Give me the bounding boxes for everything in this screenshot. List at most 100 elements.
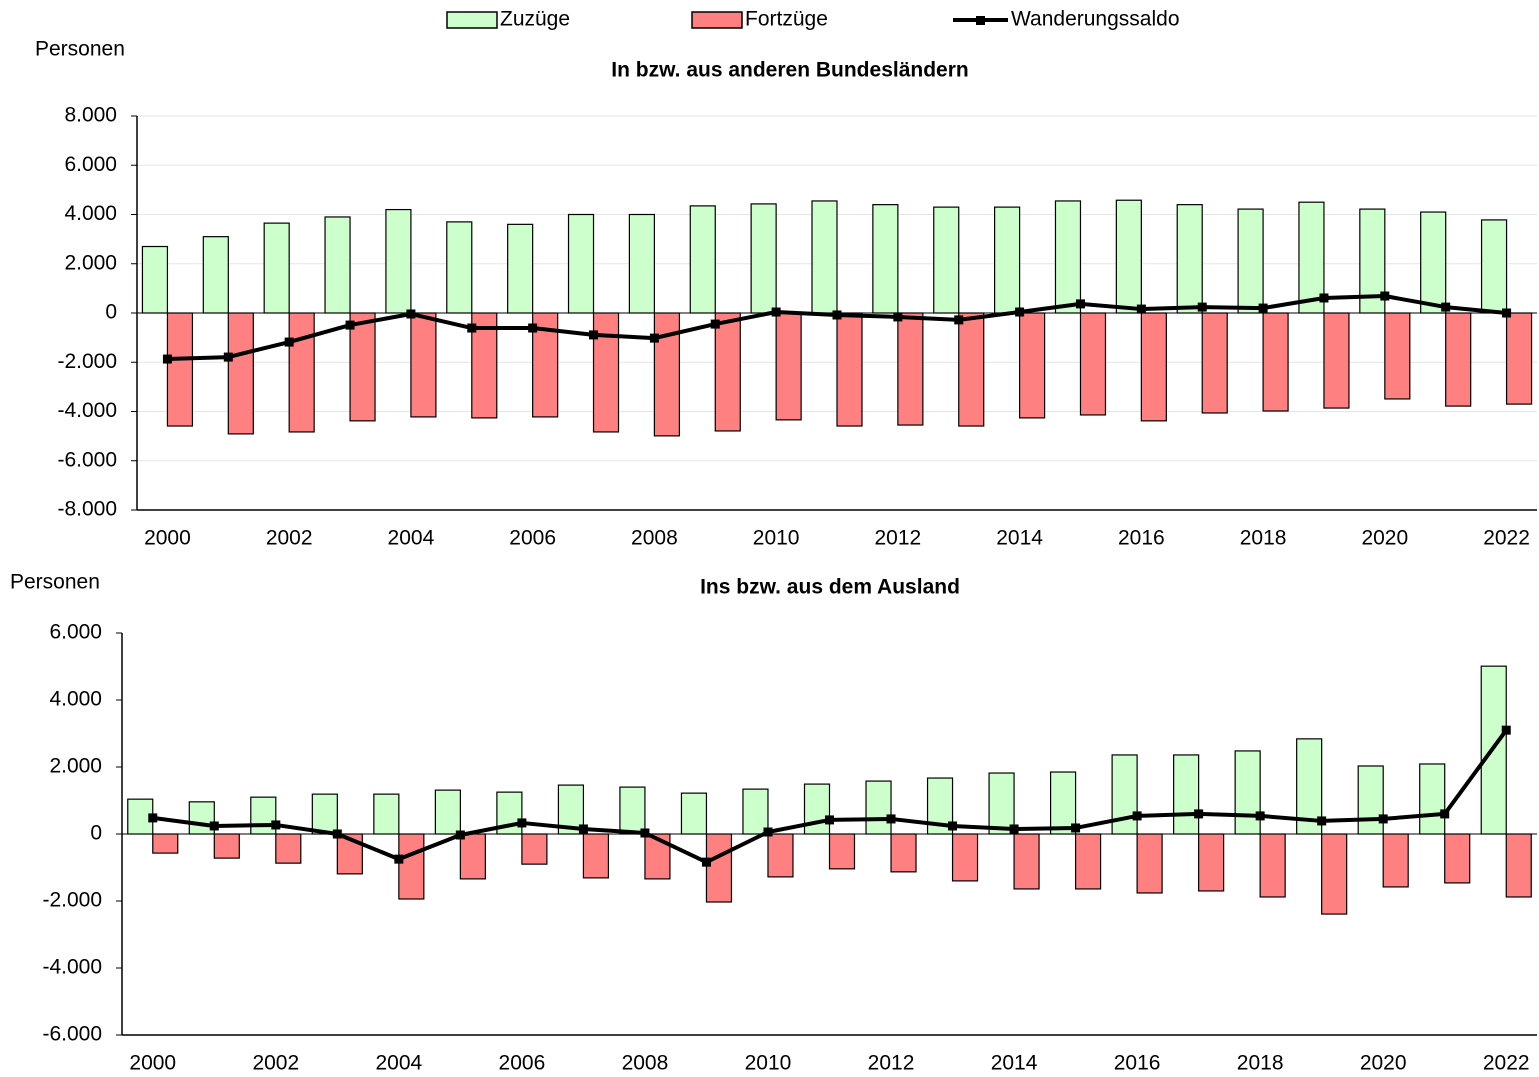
line-marker [284,337,294,347]
bar [373,793,400,835]
y-tick-label: 2.000 [49,755,102,778]
legend-label: Wanderungssaldo [1011,8,1180,31]
line-marker [271,820,281,830]
x-tick-label: 2002 [266,527,313,550]
bar [958,312,985,427]
bar [1505,312,1533,405]
bar [398,833,425,900]
line-marker [332,829,342,839]
bar [1013,833,1040,890]
line-marker [517,818,527,828]
bar [811,200,838,314]
y-tick-label: 6.000 [64,153,117,176]
bar [689,205,716,314]
bar [828,833,856,870]
line-marker [893,312,903,322]
line-marker [649,333,659,343]
line-marker [455,830,465,840]
bar [865,780,892,835]
line-marker [948,821,958,831]
legend-marker [976,16,985,25]
line-marker [1075,299,1085,309]
bar [1140,312,1167,422]
bar [767,833,794,878]
bar [213,833,240,859]
x-tick-label: 2020 [1360,1052,1407,1075]
bar [1259,833,1286,898]
line-marker [701,857,711,867]
bar [311,793,338,835]
chart-title: In bzw. aus anderen Bundesländern [611,59,968,82]
bar [994,206,1021,314]
x-tick-label: 2006 [499,1052,546,1075]
y-tick-label: -8.000 [57,498,117,521]
bar [628,213,655,314]
line-marker [1440,809,1450,819]
line-marker [148,813,158,823]
bar [836,312,863,427]
bar [567,213,595,314]
bar [714,312,741,432]
bar [521,833,548,865]
line-marker [640,828,650,838]
line-marker [1071,823,1081,833]
bar [582,833,610,879]
x-tick-label: 2000 [144,527,191,550]
bar [1382,833,1409,888]
line-marker [1255,811,1265,821]
line-marker [1317,816,1327,826]
bar [459,833,486,880]
bar [202,236,229,314]
bar [1323,312,1350,409]
bar [619,786,646,835]
bar [410,312,437,418]
bar [1019,312,1046,419]
x-tick-label: 2000 [129,1052,176,1075]
bar [1115,199,1142,314]
y-tick-label: 4.000 [64,202,117,225]
y-tick-label: -4.000 [57,399,117,422]
bar [988,772,1015,835]
line-marker [1378,814,1388,824]
y-tick-label: -4.000 [42,956,102,979]
line-marker [209,821,219,831]
y-tick-label: -6.000 [57,448,117,471]
bar [742,788,769,835]
x-tick-label: 2002 [252,1052,299,1075]
x-tick-label: 2006 [509,527,556,550]
bar [1444,833,1471,884]
line-marker [1197,302,1207,312]
line-marker [1501,725,1511,735]
legend-swatch [446,11,498,29]
x-tick-label: 2014 [996,527,1043,550]
bar [1480,219,1508,314]
bar [951,833,979,882]
bar [750,203,777,314]
legend-swatch [691,11,743,29]
bar [1173,754,1200,835]
line-marker [825,815,834,825]
line-marker [394,854,404,864]
line-marker [1194,809,1204,819]
bar [872,204,899,314]
y-axis-label: Personen [10,571,100,594]
bar [507,223,534,314]
bar [141,245,169,314]
y-tick-label: 4.000 [49,688,102,711]
line-marker [578,824,588,834]
y-axis-label: Personen [35,38,125,61]
x-tick-label: 2018 [1240,527,1287,550]
x-tick-label: 2010 [745,1052,792,1075]
bar [1262,312,1289,412]
line-marker [1136,304,1146,314]
bar [1074,833,1102,890]
bar [1321,833,1348,915]
y-tick-label: 0 [105,301,117,324]
bar [471,312,498,419]
x-tick-label: 2008 [622,1052,669,1075]
bar [1198,833,1225,892]
bar [1420,211,1447,314]
bar [385,208,412,314]
line-marker [886,814,896,824]
bar [680,792,708,835]
